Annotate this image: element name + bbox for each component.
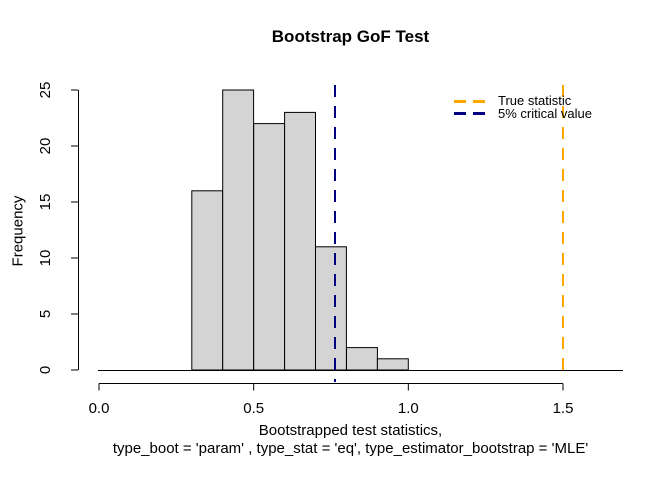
hist-bar-0 [191,190,224,371]
legend-label-true-statistic: True statistic [498,93,572,108]
y-tick-label-5: 5 [37,310,54,318]
y-tick-label-15: 15 [37,194,54,211]
chart-title: Bootstrap GoF Test [271,27,430,46]
hist-bar-1 [222,89,255,371]
legend: True statistic 5% critical value [454,93,592,121]
x-axis-label-line2: type_boot = 'param' , type_stat = 'eq', … [112,440,589,457]
x-tick-label-0.5: 0.5 [243,400,264,417]
dashed-line-swatch-navy-icon [454,112,485,116]
hist-bar-5 [346,347,378,371]
y-tick-label-20: 20 [37,138,54,155]
legend-label-critical-value: 5% critical value [498,105,592,121]
hist-bar-2 [253,123,286,371]
x-tick-label-1.0: 1.0 [398,400,419,417]
legend-item-true-statistic: True statistic [454,93,592,108]
y-tick-label-25: 25 [37,82,54,99]
y-axis-label: Frequency [9,195,27,267]
hist-bar-6 [376,358,409,371]
y-tick-label-10: 10 [37,250,54,267]
x-tick-label-1.5: 1.5 [553,400,574,417]
hist-bar-4 [315,246,347,371]
y-tick-label-0: 0 [37,366,54,374]
legend-item-critical-value: 5% critical value [454,105,592,121]
dashed-line-swatch-orange-icon [454,99,485,103]
hist-bar-3 [284,111,317,371]
x-axis-label-line1: Bootstrapped test statistics, [258,422,443,439]
x-tick-label-0.0: 0.0 [89,400,110,417]
